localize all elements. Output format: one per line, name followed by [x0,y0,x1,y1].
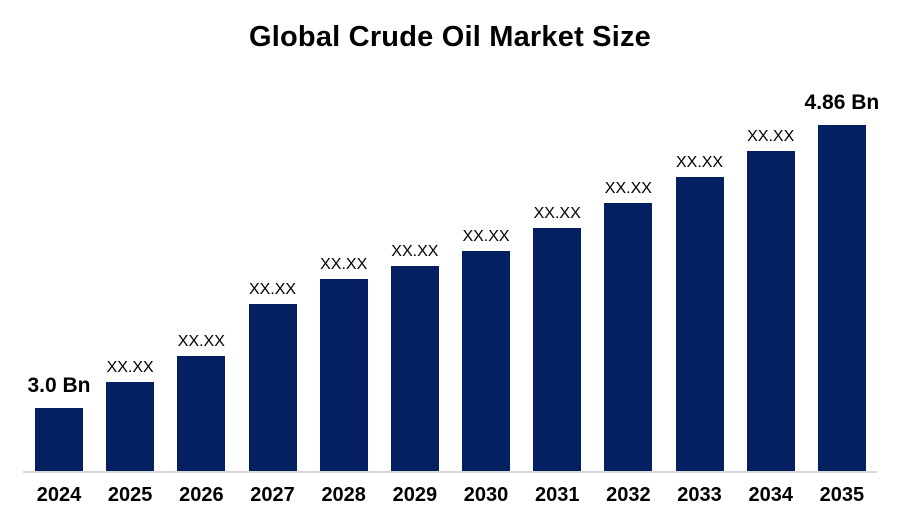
x-axis-tick-label: 2032 [606,484,651,506]
bar-value-label: XX.XX [177,333,225,350]
bar-column: XX.XX [319,256,368,471]
x-axis-tick-label: 2025 [107,484,153,506]
bar [462,251,511,471]
bar-column: 4.86 Bn [805,92,879,471]
x-axis-tick-label: 2031 [534,484,580,506]
bar [319,279,368,471]
bar-column: XX.XX [106,359,155,471]
bar-column: 3.0 Bn [27,375,91,471]
bar-value-label: XX.XX [320,256,368,273]
x-axis-tick-label: 2034 [748,484,793,506]
x-axis-tick-label: 2026 [179,484,224,506]
bar-value-label: XX.XX [747,128,795,145]
x-axis-tick-label: 2027 [250,484,295,506]
bar [177,356,226,471]
x-axis-tick-label: 2035 [819,484,865,506]
bar-column: XX.XX [177,333,226,471]
bar [675,177,724,471]
x-axis-tick-label: 2024 [36,484,82,506]
x-axis-labels: 2024 2025 2026 2027 2028 2029 2030 2031 … [35,484,866,506]
bar-value-label: XX.XX [604,180,652,197]
bar-column: XX.XX [604,180,653,471]
bar-column: XX.XX [390,243,439,471]
bar-value-label: XX.XX [462,228,510,245]
bar-value-label: XX.XX [391,243,439,260]
bar [817,125,866,471]
bar [248,304,297,471]
bar [746,151,795,471]
bar [604,203,653,471]
bar-column: XX.XX [533,205,582,471]
x-axis-line [23,471,877,473]
bar [390,266,439,471]
bar-value-label: 4.86 Bn [804,91,880,114]
x-axis-tick-label: 2028 [321,484,366,506]
x-axis-tick-label: 2033 [677,484,722,506]
bar [533,228,582,471]
bar-column: XX.XX [746,128,795,471]
bar [106,382,155,471]
bar [35,408,83,471]
bar-column: XX.XX [462,228,511,471]
chart-title: Global Crude Oil Market Size [248,21,652,53]
bar-value-label: XX.XX [675,154,724,171]
x-axis-tick-label: 2029 [392,484,438,506]
bars-container: 3.0 Bn XX.XX XX.XX XX.XX XX.XX XX.XX XX.… [27,92,879,471]
bar-value-label: XX.XX [106,359,154,376]
bar-value-label: XX.XX [533,205,581,222]
x-axis-tick-label: 2030 [463,484,509,506]
bar-value-label: XX.XX [248,281,297,298]
bar-column: XX.XX [248,281,297,471]
bar-value-label: 3.0 Bn [27,374,91,397]
bar-column: XX.XX [675,154,724,471]
